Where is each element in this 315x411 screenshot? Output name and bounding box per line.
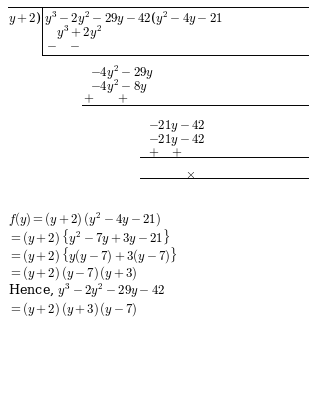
Text: $f(y) = (y+2)\,(y^2-4y-21)$: $f(y) = (y+2)\,(y^2-4y-21)$ <box>8 210 161 228</box>
Text: $y^3+2y^2$: $y^3+2y^2$ <box>56 24 102 42</box>
Text: $=(y+2)\,(y-7)\,(y+3)$: $=(y+2)\,(y-7)\,(y+3)$ <box>8 264 138 282</box>
Text: $y+2$) $y^3-2y^2-29y-42$($y^2-4y-21$: $y+2$) $y^3-2y^2-29y-42$($y^2-4y-21$ <box>8 10 223 28</box>
Text: $-4y^2-8y$: $-4y^2-8y$ <box>90 78 148 96</box>
Text: $-21y-42$: $-21y-42$ <box>148 132 205 148</box>
Text: $=(y+2)\,\{y^2-7y+3y-21\}$: $=(y+2)\,\{y^2-7y+3y-21\}$ <box>8 228 170 248</box>
Text: $+\quad+$: $+\quad+$ <box>148 146 183 159</box>
Text: $-\quad-$: $-\quad-$ <box>46 38 80 51</box>
Text: Hence, $y^3-2y^2-29y-42$: Hence, $y^3-2y^2-29y-42$ <box>8 282 165 300</box>
Text: $+\qquad+$: $+\qquad+$ <box>83 92 129 105</box>
Text: $-21y-42$: $-21y-42$ <box>148 118 205 134</box>
Text: $-4y^2-29y$: $-4y^2-29y$ <box>90 64 154 82</box>
Text: $\times$: $\times$ <box>185 168 195 181</box>
Text: $=(y+2)\,(y+3)\,(y-7)$: $=(y+2)\,(y+3)\,(y-7)$ <box>8 300 138 318</box>
Text: $=(y+2)\,\{y(y-7)+3(y-7)\}$: $=(y+2)\,\{y(y-7)+3(y-7)\}$ <box>8 246 178 266</box>
